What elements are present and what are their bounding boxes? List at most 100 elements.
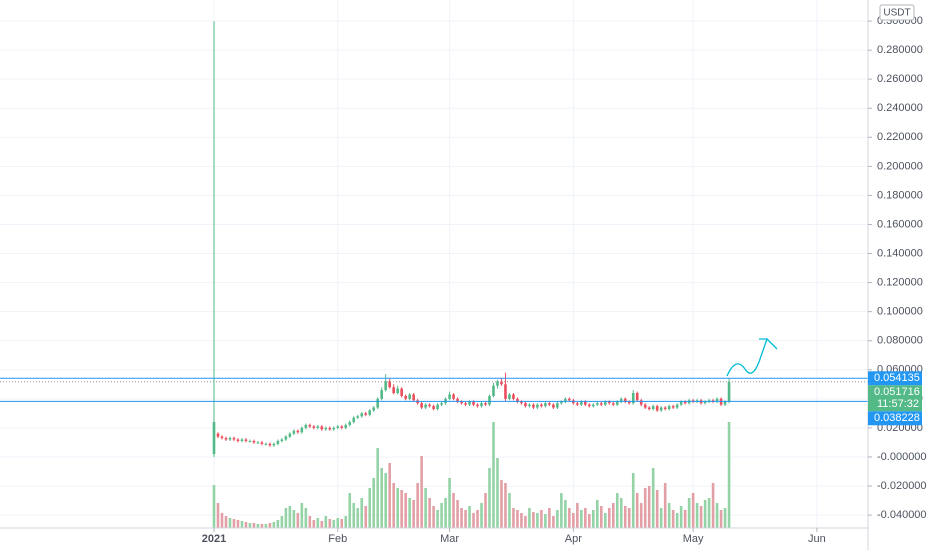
plot [0,21,868,528]
volume-bar [224,516,228,528]
volume-bar [711,483,715,528]
volume-bar [280,516,284,528]
candle-body [452,394,455,399]
candle-body [408,394,411,399]
volume-bar [488,468,491,528]
volume-bar [468,506,471,528]
volume-bar [480,503,483,528]
y-tick-label: 0.080000 [877,335,923,347]
candle-body [352,417,356,423]
y-tick-label: -0.000000 [877,451,927,463]
volume-bar [304,508,308,528]
volume-bar [212,485,216,528]
volume-bar [520,513,523,528]
candle-body [424,404,427,408]
volume-bar [336,518,340,528]
candle-body [520,401,523,404]
candle-body [524,403,527,407]
candle-body [412,394,415,401]
candle-body [256,442,260,444]
volume-bar [256,524,260,528]
volume-bar [364,506,368,528]
volume-bar [651,468,655,528]
y-tick-label: 0.140000 [877,247,923,259]
volume-bar [647,486,651,528]
candle-body [647,407,651,410]
candle-body [272,443,276,446]
volume-bar [352,503,356,528]
volume-bar [272,522,276,528]
volume-bar [508,493,511,528]
candle-body [556,403,559,408]
volume-bar [392,483,395,528]
candle-body [492,385,495,396]
volume-bar [444,498,447,528]
candle-body [671,406,675,408]
volume-bar [611,503,615,528]
volume-bar [460,508,463,528]
price-tag [868,411,922,426]
volume-bar [268,523,272,528]
candle-body [248,440,252,442]
volume-bar [703,500,707,528]
candle-body [224,438,228,440]
candle-body [631,393,635,404]
candle-body [588,404,591,407]
volume-bar [412,500,415,528]
volume-bar [596,500,599,528]
x-tick-label: Jun [808,533,826,545]
volume-bar [663,483,667,528]
volume-bar [540,510,543,528]
candle-body [324,427,328,430]
volume-bar [408,498,411,528]
candle-body [304,424,308,428]
volume-bar [675,513,679,528]
candle-body [392,387,395,394]
candle-body [336,426,340,428]
volume-bar [312,520,316,528]
volume-bar [635,493,639,528]
candle-body [528,404,531,407]
volume-bar [420,456,423,528]
volume-bar [428,498,431,528]
candle-body [276,440,280,444]
volume-bar [404,493,407,528]
volume-bar [723,508,727,528]
countdown-label: 11:57:32 [877,398,919,410]
volume-bar [715,503,719,528]
candle-body [603,401,607,405]
candle-body [548,403,551,405]
volume-bar [228,518,232,528]
volume-bar [440,503,443,528]
price-tag [868,385,922,412]
candle-body [328,427,332,430]
candle-body [288,433,292,437]
y-tick-label: 0.280000 [877,44,923,56]
candle-body [476,404,479,407]
candle-body [544,403,547,407]
volume-bar [360,498,364,528]
candle-body [232,438,236,440]
candle-body [496,381,499,386]
volume-bar [344,516,348,528]
y-tick-label: 0.240000 [877,102,923,114]
y-tick-label: 0.220000 [877,131,923,143]
candle-body [240,439,244,441]
volume-bar [599,506,603,528]
x-tick-label: Feb [328,533,347,545]
candle-body [308,424,312,427]
candle-body [723,401,727,405]
candle-body [580,401,583,405]
y-tick-label: -0.020000 [877,480,927,492]
candle-body [228,438,232,440]
candle-body [504,384,507,399]
volume-bar [643,488,647,528]
y-tick-label: -0.040000 [877,509,927,521]
candle-body [212,422,216,455]
candle-body [568,398,571,401]
candle-body [284,436,288,440]
volume-bar [320,521,324,528]
x-tick-label: Apr [565,533,582,545]
candle-body [619,398,623,402]
candle-body [464,403,467,405]
